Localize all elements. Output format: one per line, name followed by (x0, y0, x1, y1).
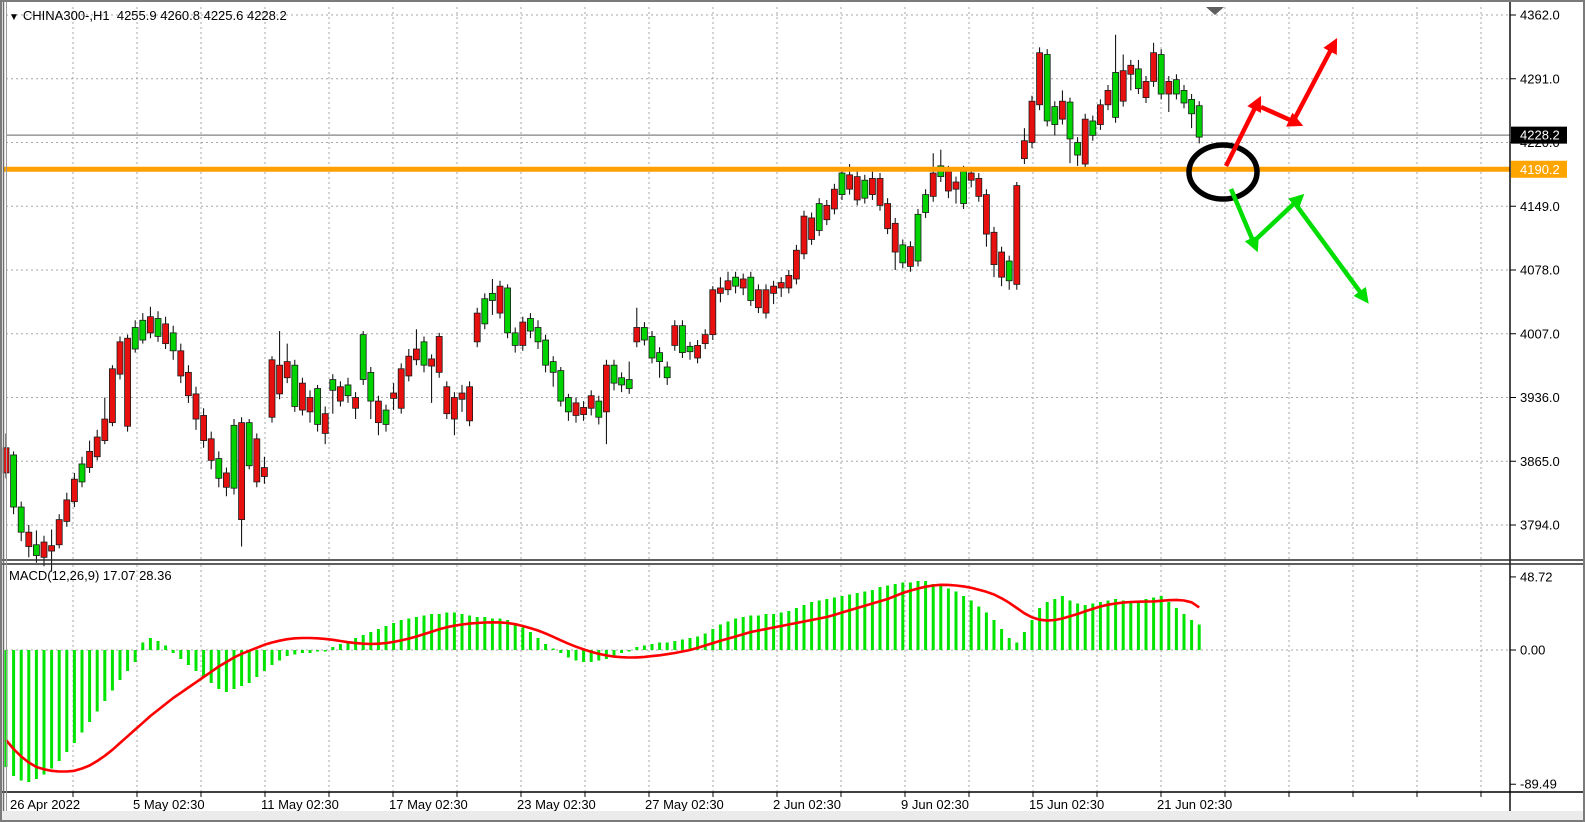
highlight-ellipse[interactable] (1186, 142, 1260, 202)
price-axis-label: 4362.0 (1520, 8, 1560, 23)
candles-layer[interactable] (2, 34, 1203, 572)
bearish-forecast-arrow[interactable] (1228, 188, 1259, 253)
current-price-badge-text: 4228.2 (1520, 128, 1560, 143)
symbol-dropdown-icon: ▼ (9, 12, 19, 23)
macd-axis-label: -89.49 (1520, 777, 1557, 792)
time-axis-label: 17 May 02:30 (389, 797, 468, 812)
annotations-layer[interactable] (1186, 7, 1369, 304)
chart-title: ▼ CHINA300-,H1 4255.9 4260.8 4225.6 4228.… (9, 8, 287, 23)
hline-price-badge (1511, 160, 1567, 178)
macd-indicator-label: MACD(12,26,9) 17.07 28.36 (9, 568, 172, 583)
bullish-forecast-arrow[interactable] (1293, 37, 1338, 120)
hline-price-badge-text: 4190.2 (1520, 162, 1560, 177)
macd-layer[interactable] (4, 581, 1201, 782)
macd-axis[interactable]: 48.72 0.00 -89.49 (1510, 569, 1557, 792)
price-axis-label: 3794.0 (1520, 518, 1560, 533)
bullish-forecast-arrow[interactable] (1260, 104, 1304, 127)
current-price-badge (1511, 126, 1567, 144)
time-axis-label: 26 Apr 2022 (10, 797, 80, 812)
time-axis[interactable]: 26 Apr 2022 5 May 02:30 11 May 02:30 17 May… (10, 797, 1232, 812)
time-axis-label: 5 May 02:30 (133, 797, 205, 812)
time-axis-label: 11 May 02:30 (261, 797, 339, 812)
price-axis-label: 3936.0 (1520, 390, 1560, 405)
macd-axis-label: 48.72 (1520, 569, 1553, 584)
price-axis[interactable]: 4362.04291.04220.04149.04078.04007.03936… (1510, 8, 1567, 533)
macd-axis-label: 0.00 (1520, 643, 1545, 658)
bearish-forecast-arrow[interactable] (1249, 193, 1305, 246)
price-axis-label: 4007.0 (1520, 326, 1560, 341)
window-bottom-strip (2, 811, 1583, 820)
time-axis-label: 15 Jun 02:30 (1029, 797, 1104, 812)
time-axis-label: 27 May 02:30 (645, 797, 724, 812)
bullish-forecast-arrow[interactable] (1223, 95, 1262, 168)
price-axis-label: 4291.0 (1520, 71, 1560, 86)
scroll-position-marker-icon[interactable] (1206, 7, 1224, 15)
chart-symbol-period: CHINA300-,H1 (22, 8, 110, 23)
price-axis-label: 4078.0 (1520, 263, 1560, 278)
chart-ohlc-values: 4255.9 4260.8 4225.6 4228.2 (116, 8, 287, 23)
time-axis-label: 23 May 02:30 (517, 797, 596, 812)
time-axis-label: 2 Jun 02:30 (773, 797, 841, 812)
time-axis-label: 9 Jun 02:30 (901, 797, 969, 812)
bearish-forecast-arrow[interactable] (1292, 200, 1369, 304)
price-axis-label: 3865.0 (1520, 454, 1560, 469)
price-axis-label: 4149.0 (1520, 199, 1560, 214)
time-axis-label: 21 Jun 02:30 (1157, 797, 1232, 812)
grid-layer (6, 7, 1510, 797)
